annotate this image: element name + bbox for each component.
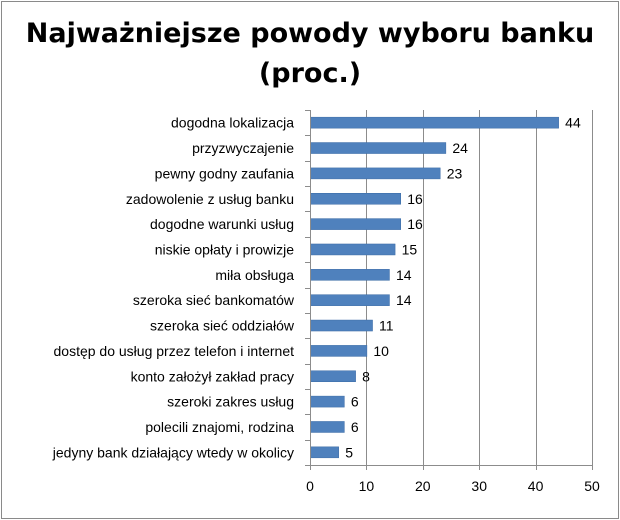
bar-6	[310, 243, 396, 256]
bar-2	[310, 142, 447, 154]
bar-9	[310, 319, 373, 332]
x-tick-label-10: 10	[359, 478, 375, 494]
category-label-8: szeroka sieć bankomatów	[133, 292, 295, 308]
data-label-11: 8	[362, 368, 370, 384]
category-label-1: dogodna lokalizacja	[171, 115, 294, 131]
data-label-1: 44	[565, 115, 581, 131]
data-label-9: 11	[379, 318, 394, 334]
data-label-6: 15	[402, 241, 418, 257]
category-label-10: dostęp do usług przez telefon i internet	[54, 343, 295, 359]
axes	[305, 110, 593, 470]
bar-3	[310, 167, 441, 180]
bar-14	[310, 446, 339, 459]
category-label-4: zadowolenie z usług banku	[126, 191, 294, 207]
category-label-12: szeroki zakres usług	[167, 394, 294, 410]
data-label-3: 23	[447, 165, 463, 181]
data-label-14: 5	[345, 444, 353, 460]
bar-8	[310, 294, 390, 306]
x-tick-label-50: 50	[584, 478, 600, 494]
data-label-8: 14	[396, 292, 412, 308]
data-label-12: 6	[351, 394, 359, 410]
category-label-3: pewny godny zaufania	[155, 165, 295, 181]
category-label-5: dogodne warunki usług	[150, 216, 294, 232]
bar-1	[310, 116, 559, 129]
x-tick-label-0: 0	[306, 478, 314, 494]
bar-13	[310, 421, 345, 433]
category-label-9: szeroka sieć oddziałów	[150, 318, 295, 334]
bar-4	[310, 193, 401, 205]
bar-10	[310, 345, 368, 357]
bar-11	[310, 370, 356, 382]
bar-7	[310, 269, 390, 281]
data-label-13: 6	[351, 419, 359, 435]
gridlines	[366, 110, 593, 465]
x-tick-label-40: 40	[528, 478, 544, 494]
category-label-14: jedyny bank działający wtedy w okolicy	[52, 444, 294, 460]
bar-5	[310, 218, 401, 230]
data-label-10: 10	[373, 343, 389, 359]
category-label-13: polecili znajomi, rodzina	[145, 419, 294, 435]
x-axis-tick-labels: 0 10 20 30 40 50	[306, 478, 600, 494]
x-tick-label-20: 20	[415, 478, 431, 494]
category-label-7: miła obsługa	[215, 267, 294, 283]
bars	[310, 116, 559, 459]
data-label-7: 14	[396, 267, 412, 283]
data-label-4: 16	[407, 191, 423, 207]
x-tick-label-30: 30	[471, 478, 487, 494]
data-label-2: 24	[452, 140, 468, 156]
chart-title: Najważniejsze powody wyboru banku (proc.…	[25, 18, 595, 89]
bar-12	[310, 395, 345, 408]
category-label-2: przyzwyczajenie	[192, 140, 294, 156]
category-labels: dogodna lokalizacja przyzwyczajenie pewny …	[52, 115, 295, 461]
category-label-6: niskie opłaty i prowizje	[155, 241, 294, 257]
category-label-11: konto założył zakład pracy	[131, 368, 294, 384]
data-label-5: 16	[407, 216, 423, 232]
